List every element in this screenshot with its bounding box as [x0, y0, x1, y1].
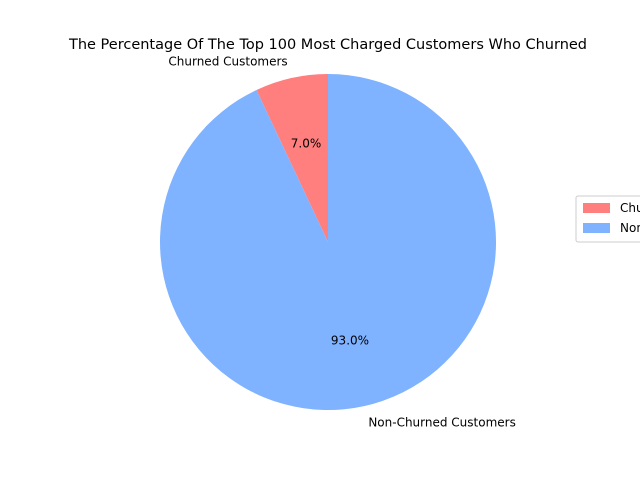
- pie-category-label-churned-customers: Churned Customers: [168, 55, 287, 69]
- pie-slice-non-churned-customers: [160, 74, 497, 411]
- pie-slices: [160, 74, 497, 411]
- legend-swatch-churned-customers: [583, 203, 610, 213]
- pie-percent-label-churned-customers: 7.0%: [291, 137, 322, 151]
- pie-slice-churned-customers: [256, 74, 328, 242]
- chart-title: The Percentage Of The Top 100 Most Charg…: [68, 37, 587, 53]
- legend-swatch-non-churned-customers: [583, 223, 610, 233]
- pie-category-label-non-churned-customers: Non-Churned Customers: [368, 415, 516, 429]
- legend: Churned Customers Non-Churned Customers: [575, 195, 640, 243]
- legend-label-churned-customers: Churned Customers: [620, 201, 640, 215]
- pie-percent-label-non-churned-customers: 93.0%: [331, 333, 369, 347]
- legend-label-non-churned-customers: Non-Churned Customers: [620, 221, 640, 235]
- pie-labels: 7.0% Churned Customers 93.0% Non-Churned Cu…: [168, 55, 515, 430]
